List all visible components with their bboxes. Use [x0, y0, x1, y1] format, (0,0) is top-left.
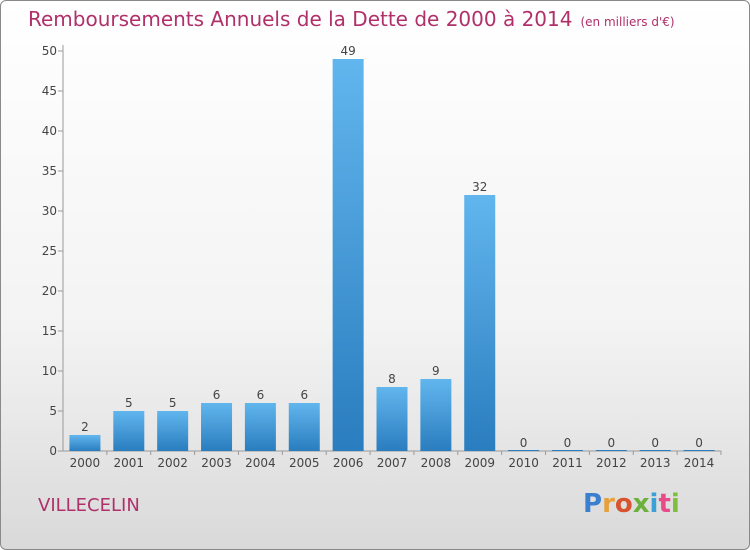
bar: [420, 379, 452, 451]
bar-value-label: 5: [125, 396, 133, 410]
bar: [69, 435, 101, 451]
x-tick-label: 2001: [114, 456, 145, 470]
chart-unit-label: (en milliers d'€): [580, 15, 675, 29]
location-name: VILLECELIN: [38, 495, 140, 516]
x-tick-label: 2007: [377, 456, 408, 470]
bar-value-label: 6: [300, 388, 308, 402]
logo-letter: t: [658, 489, 671, 519]
bar-value-label: 5: [169, 396, 177, 410]
bar: [157, 411, 189, 451]
y-tick-label: 25: [42, 244, 57, 258]
bar: [464, 195, 496, 451]
x-tick-label: 2003: [201, 456, 232, 470]
bar-value-label: 6: [213, 388, 221, 402]
x-tick-label: 2009: [464, 456, 495, 470]
logo-letter: i: [670, 489, 680, 519]
y-tick-label: 30: [42, 204, 57, 218]
bar-value-label: 9: [432, 364, 440, 378]
x-tick-label: 2012: [596, 456, 627, 470]
logo-letter: P: [583, 489, 603, 519]
x-tick-label: 2011: [552, 456, 583, 470]
bar: [201, 403, 233, 451]
logo-letter: o: [614, 489, 633, 519]
x-tick-label: 2014: [684, 456, 715, 470]
y-tick-label: 40: [42, 124, 57, 138]
y-tick-label: 45: [42, 84, 57, 98]
chart-title: Remboursements Annuels de la Dette de 20…: [28, 7, 675, 31]
bar-value-label: 0: [564, 436, 572, 450]
proxiti-logo: Proxiti: [583, 489, 680, 519]
x-tick-label: 2005: [289, 456, 320, 470]
y-tick-label: 10: [42, 364, 57, 378]
x-tick-label: 2010: [508, 456, 539, 470]
bar-value-label: 0: [651, 436, 659, 450]
bar-value-label: 8: [388, 372, 396, 386]
x-tick-label: 2000: [70, 456, 101, 470]
bar-value-label: 0: [520, 436, 528, 450]
bar-value-label: 6: [257, 388, 265, 402]
x-tick-label: 2006: [333, 456, 364, 470]
y-tick-label: 20: [42, 284, 57, 298]
logo-letter: x: [632, 489, 650, 519]
logo-letter: i: [649, 489, 659, 519]
y-tick-label: 50: [42, 44, 57, 58]
x-tick-label: 2002: [157, 456, 188, 470]
chart-title-text: Remboursements Annuels de la Dette de 20…: [28, 7, 573, 31]
y-tick-label: 5: [49, 404, 57, 418]
x-tick-label: 2008: [421, 456, 452, 470]
bar-value-label: 49: [340, 44, 355, 58]
bar-value-label: 2: [81, 420, 89, 434]
x-tick-label: 2004: [245, 456, 276, 470]
logo-letter: r: [602, 489, 615, 519]
bar: [244, 403, 276, 451]
y-tick-label: 0: [49, 444, 57, 458]
bar-value-label: 0: [608, 436, 616, 450]
bar-value-label: 0: [695, 436, 703, 450]
bar: [332, 59, 364, 451]
bar: [288, 403, 320, 451]
y-tick-label: 15: [42, 324, 57, 338]
bar: [113, 411, 145, 451]
bar: [376, 387, 408, 451]
x-tick-label: 2013: [640, 456, 671, 470]
bar-value-label: 32: [472, 180, 487, 194]
y-tick-label: 35: [42, 164, 57, 178]
